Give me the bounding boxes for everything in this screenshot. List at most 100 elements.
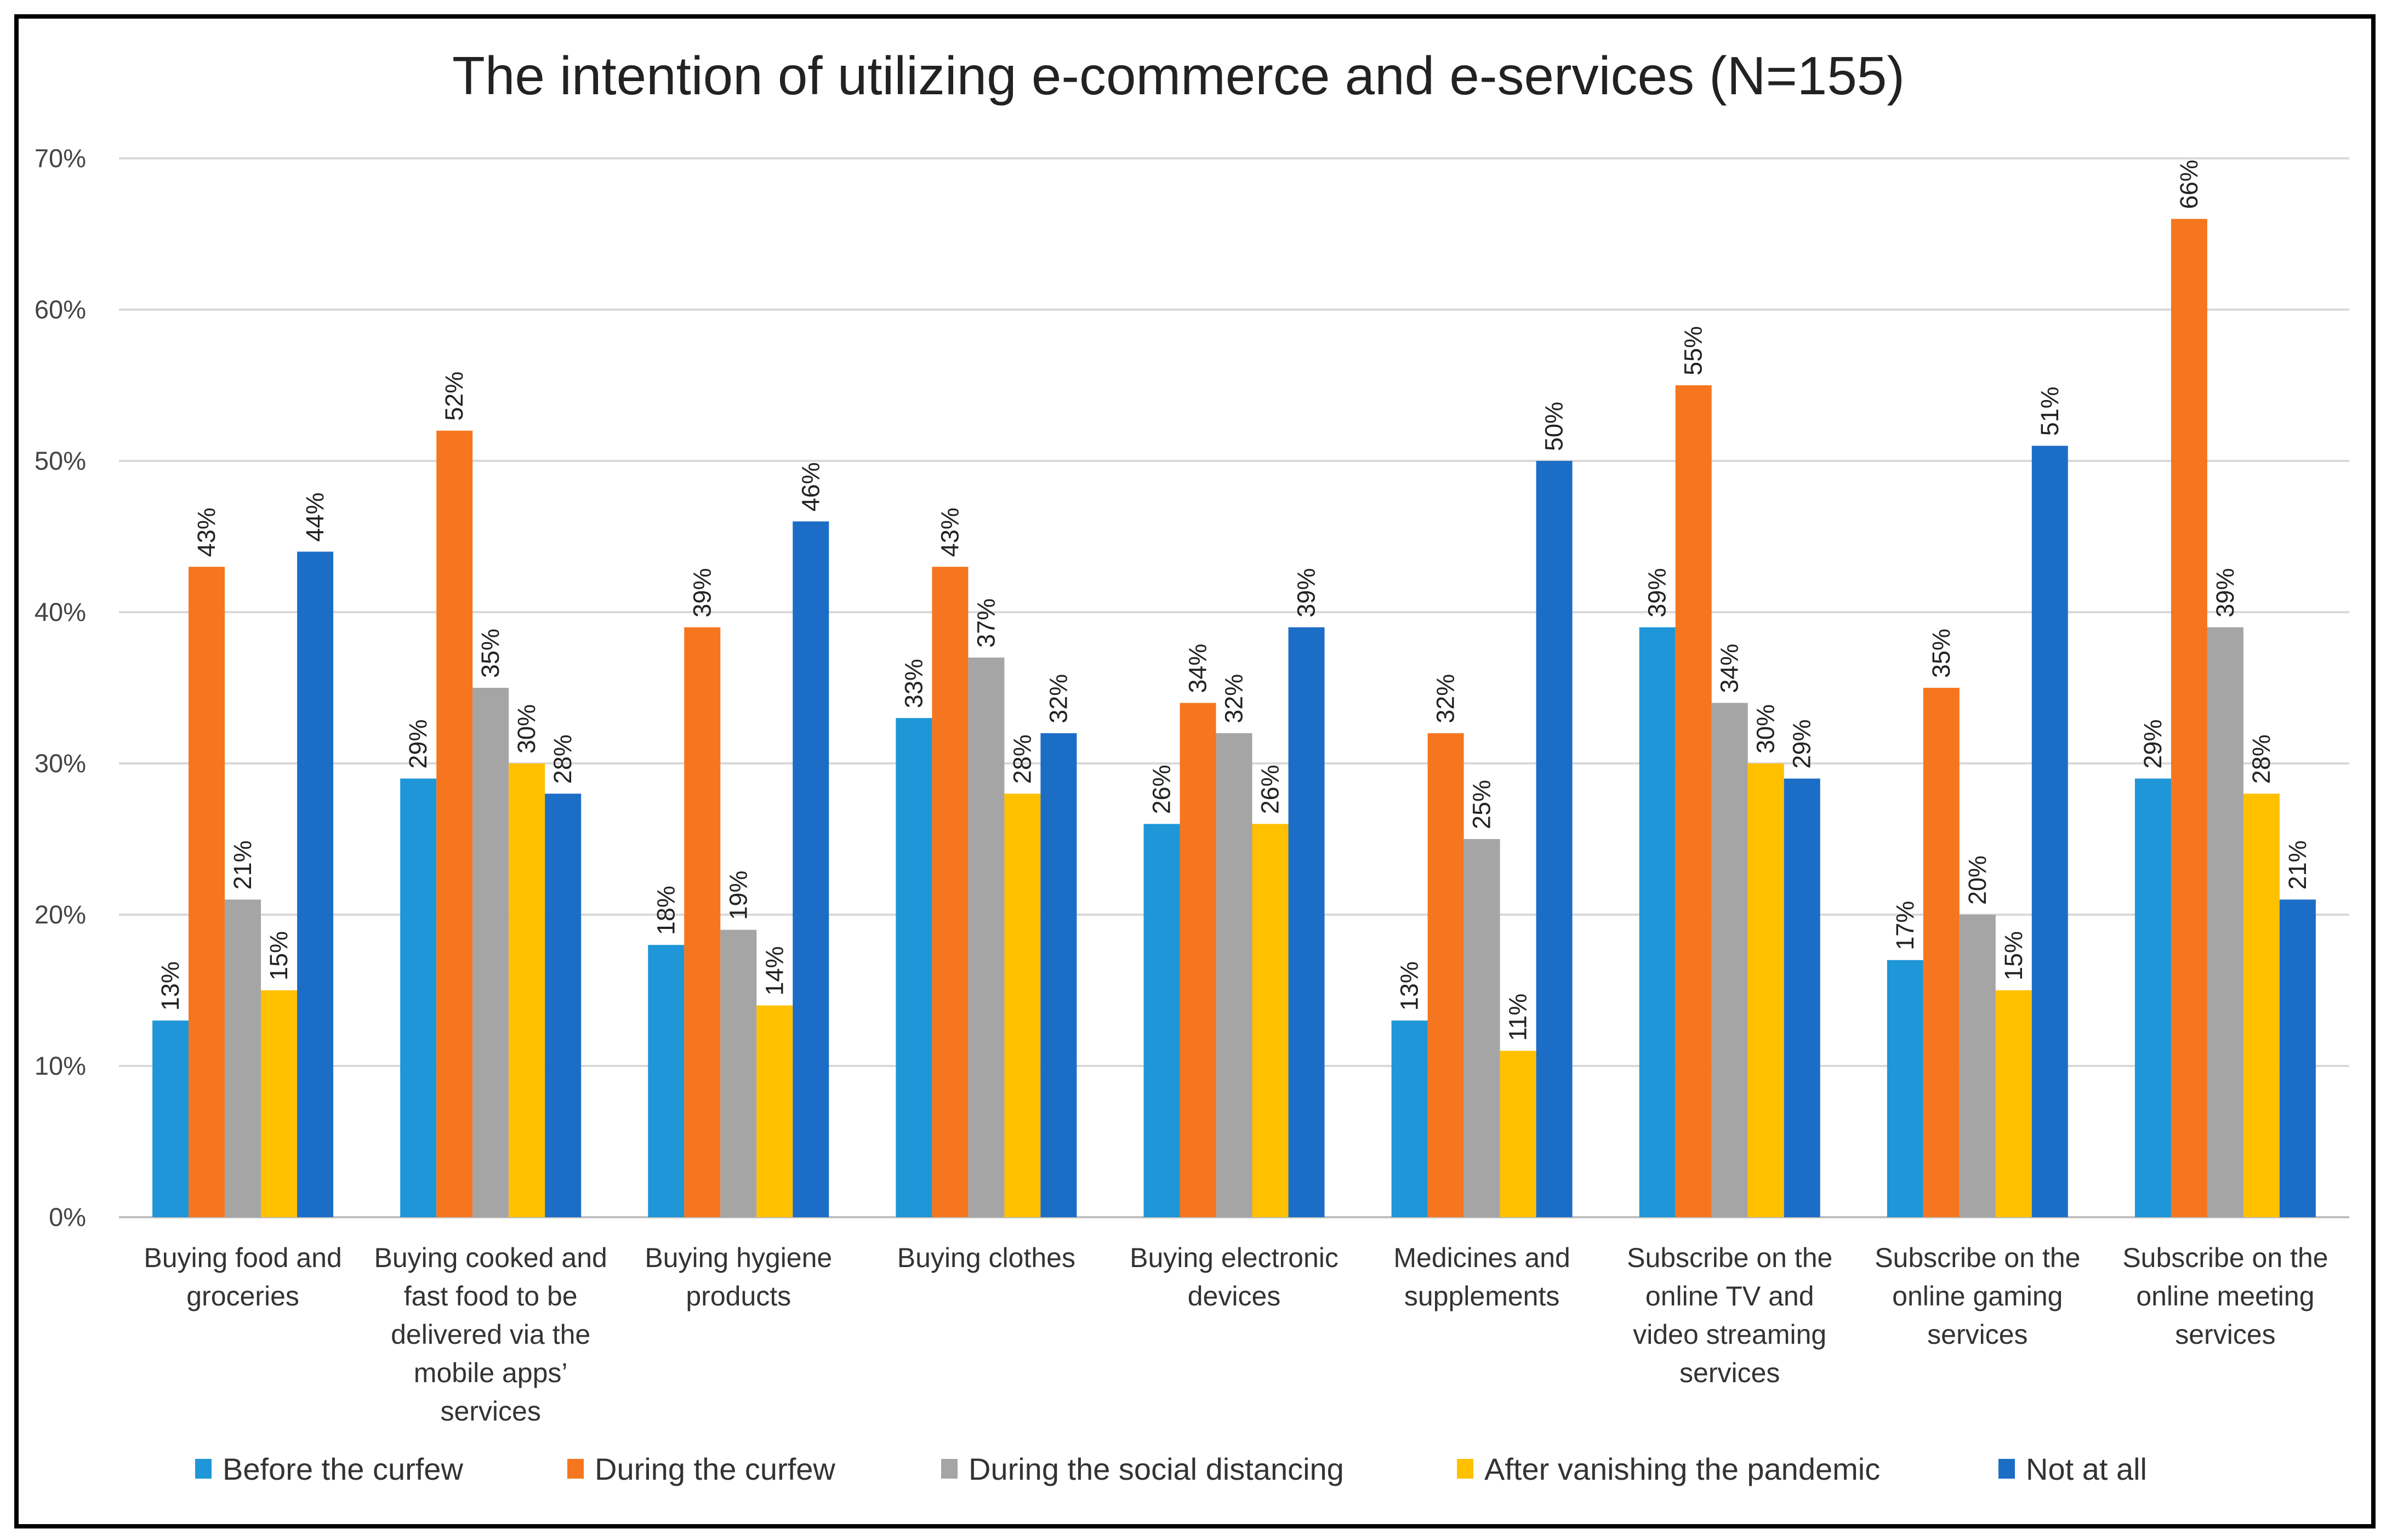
bar [1004, 794, 1041, 1217]
data-label: 29% [2139, 720, 2167, 769]
bar [400, 778, 437, 1217]
data-label: 18% [652, 886, 680, 935]
data-label: 15% [2000, 931, 2027, 980]
x-tick-label: Subscribe on the online TV and video strea… [1627, 1242, 1832, 1388]
x-tick-label-line: services [1679, 1358, 1780, 1388]
data-label: 35% [476, 629, 504, 678]
legend-swatch [1998, 1459, 2015, 1479]
bar [1923, 688, 1960, 1217]
data-label: 19% [724, 871, 752, 920]
bar [720, 929, 757, 1217]
bar [1500, 1051, 1536, 1217]
legend-swatch [195, 1459, 212, 1479]
data-label: 39% [2211, 568, 2239, 618]
data-label: 37% [972, 598, 1000, 648]
y-tick-label: 0% [49, 1202, 86, 1231]
data-labels: 13% 43% 21% 15% 44% 29% 52% 35% 30% 28% 18% 39% 19% 1… [156, 159, 2311, 1041]
x-tick-label-line: services [440, 1396, 540, 1427]
bar [1216, 733, 1252, 1217]
bar [1711, 703, 1748, 1217]
x-tick-label: Buying electronic devices [1130, 1242, 1339, 1311]
x-tick-label-line: mobile apps’ [414, 1358, 568, 1388]
data-label: 21% [229, 840, 257, 889]
y-tick-label: 70% [35, 144, 86, 173]
legend-label: During the social distancing [969, 1452, 1344, 1486]
x-tick-label-line: online gaming [1892, 1281, 2063, 1311]
data-label: 14% [760, 946, 788, 996]
bar [1252, 824, 1289, 1217]
data-label: 34% [1184, 644, 1212, 693]
bar [2279, 899, 2316, 1217]
data-label: 32% [1220, 674, 1248, 723]
x-tick-label-line: Medicines and [1393, 1242, 1570, 1273]
bar [1536, 461, 1573, 1217]
chart-title: The intention of utilizing e-commerce an… [452, 45, 1905, 106]
bar [436, 430, 473, 1217]
bar [1675, 385, 1712, 1217]
data-label: 11% [1504, 994, 1532, 1041]
data-label: 17% [1891, 901, 1919, 950]
x-tick-label-line: supplements [1404, 1281, 1560, 1311]
data-label: 26% [1256, 765, 1284, 814]
x-tick-label-line: groceries [186, 1281, 299, 1311]
bar [1463, 839, 1500, 1217]
bar [896, 718, 932, 1217]
data-label: 44% [301, 493, 329, 542]
data-label: 13% [1396, 961, 1423, 1011]
data-label: 55% [1679, 326, 1707, 375]
bar [1887, 960, 1923, 1217]
x-tick-label-line: Buying electronic [1130, 1242, 1339, 1273]
bar [793, 521, 829, 1217]
bars [152, 219, 2316, 1217]
data-label: 13% [156, 961, 184, 1011]
x-tick-label: Buying hygiene products [645, 1242, 832, 1311]
y-tick-label: 50% [35, 446, 86, 475]
y-tick-label: 20% [35, 900, 86, 929]
y-axis: 0% 10% 20% 30% 40% 50% 60% 70% [35, 144, 86, 1231]
x-tick-label: Subscribe on the online gaming services [1875, 1242, 2080, 1350]
data-label: 21% [2283, 840, 2311, 889]
x-tick-label-line: Buying hygiene [645, 1242, 832, 1273]
bar [1747, 763, 1784, 1217]
data-label: 66% [2175, 159, 2203, 209]
x-tick-label-line: Buying cooked and [374, 1242, 607, 1273]
data-label: 46% [796, 462, 824, 511]
bar [1784, 778, 1820, 1217]
x-tick-label-line: delivered via the [391, 1319, 590, 1350]
data-label: 26% [1148, 765, 1176, 814]
bar [1288, 627, 1325, 1217]
data-label: 25% [1468, 780, 1496, 829]
data-label: 33% [899, 659, 927, 708]
legend-item: During the curfew [567, 1452, 835, 1486]
data-label: 28% [1008, 734, 1036, 784]
data-label: 15% [265, 931, 293, 980]
legend-swatch [567, 1459, 584, 1479]
data-label: 52% [440, 372, 468, 421]
x-tick-label-line: Subscribe on the [1627, 1242, 1832, 1273]
legend-label: Not at all [2026, 1452, 2147, 1486]
legend-item: Before the curfew [195, 1452, 463, 1486]
x-tick-label: Buying food and groceries [144, 1242, 341, 1311]
bar [152, 1020, 189, 1217]
data-label: 30% [1752, 704, 1780, 754]
x-tick-label: Subscribe on the online meeting services [2122, 1242, 2328, 1350]
x-tick-label-line: Subscribe on the [2122, 1242, 2328, 1273]
y-tick-label: 10% [35, 1051, 86, 1080]
x-tick-label-line: video streaming [1633, 1319, 1826, 1350]
bar [509, 763, 545, 1217]
x-tick-label-line: services [1927, 1319, 2027, 1350]
data-label: 32% [1044, 674, 1072, 723]
y-tick-label: 60% [35, 295, 86, 324]
data-label: 35% [1927, 629, 1955, 678]
data-label: 51% [2036, 386, 2064, 436]
bar [1995, 990, 2032, 1217]
data-label: 20% [1963, 855, 1991, 905]
bar [2207, 627, 2243, 1217]
data-label: 39% [1643, 568, 1671, 618]
x-tick-label-line: online TV and [1645, 1281, 1814, 1311]
x-tick-label: Medicines and supplements [1393, 1242, 1570, 1311]
bar [225, 899, 261, 1217]
y-tick-label: 30% [35, 749, 86, 778]
bar [648, 945, 685, 1217]
legend-swatch [1457, 1459, 1473, 1479]
